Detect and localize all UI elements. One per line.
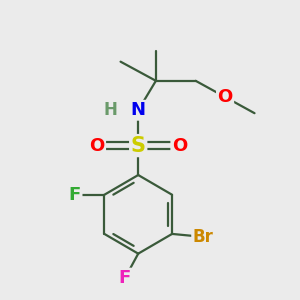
Text: H: H xyxy=(103,101,117,119)
Text: N: N xyxy=(131,101,146,119)
Text: F: F xyxy=(119,269,131,287)
Text: F: F xyxy=(69,186,81,204)
Text: Br: Br xyxy=(193,228,213,246)
Text: S: S xyxy=(131,136,146,156)
Text: O: O xyxy=(172,136,187,154)
Text: O: O xyxy=(89,136,105,154)
Text: O: O xyxy=(218,88,233,106)
